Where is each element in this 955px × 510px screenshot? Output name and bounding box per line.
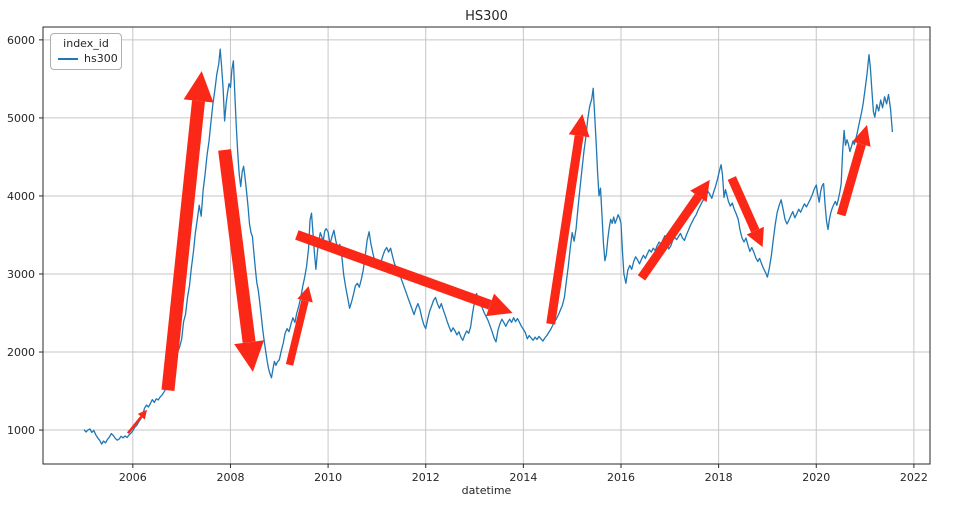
trend-up-2020-2021-head: [852, 124, 871, 147]
x-tick-label-2006: 2006: [119, 471, 147, 484]
trend-down-2018-head: [746, 226, 764, 248]
legend-title: index_id: [63, 37, 109, 50]
trend-down-2008-crash-head: [234, 340, 264, 372]
chart-title: HS300: [465, 9, 508, 24]
y-tick-label-6000: 6000: [7, 34, 35, 47]
x-axis-label: datetime: [461, 484, 512, 497]
trend-up-2015-bull-shaft: [546, 135, 584, 325]
trend-down-2008-crash-shaft: [218, 149, 256, 343]
trend-down-2010-2014-head: [486, 293, 513, 317]
trend-up-2020-2021-shaft: [836, 142, 866, 217]
x-tick-label-2012: 2012: [412, 471, 440, 484]
x-tick-label-2010: 2010: [314, 471, 342, 484]
legend-entry-label: hs300: [84, 52, 118, 65]
trend-up-2016-2018-head: [690, 179, 710, 203]
x-tick-label-2016: 2016: [607, 471, 635, 484]
y-tick-label-4000: 4000: [7, 190, 35, 203]
y-tick-label-5000: 5000: [7, 112, 35, 125]
y-tick-label-2000: 2000: [7, 346, 35, 359]
trend-up-2009-rebound-shaft: [285, 299, 309, 366]
x-tick-label-2014: 2014: [509, 471, 537, 484]
trend-up-2007-bull-head: [183, 71, 214, 103]
plot-border: [42, 26, 931, 465]
series-line-hs300: [83, 48, 894, 445]
trend-down-2018-shaft: [727, 176, 760, 233]
trend-up-2006-small-shaft: [126, 415, 143, 434]
trend-up-2015-bull-head: [568, 114, 590, 138]
trend-up-2009-rebound-head: [297, 286, 313, 303]
x-tick-label-2018: 2018: [705, 471, 733, 484]
trend-up-2016-2018-shaft: [637, 193, 703, 281]
x-tick-label-2008: 2008: [216, 471, 244, 484]
x-tick-label-2022: 2022: [900, 471, 928, 484]
legend-entry-hs300: hs300: [51, 53, 121, 65]
trend-up-2007-bull-shaft: [161, 100, 205, 391]
legend-box: index_id hs300: [50, 33, 122, 70]
y-tick-label-1000: 1000: [7, 424, 35, 437]
legend-line-swatch: [58, 58, 78, 60]
trend-up-2006-small-head: [137, 409, 147, 420]
trend-down-2010-2014-shaft: [295, 230, 492, 310]
x-tick-label-2020: 2020: [802, 471, 830, 484]
y-tick-label-3000: 3000: [7, 268, 35, 281]
